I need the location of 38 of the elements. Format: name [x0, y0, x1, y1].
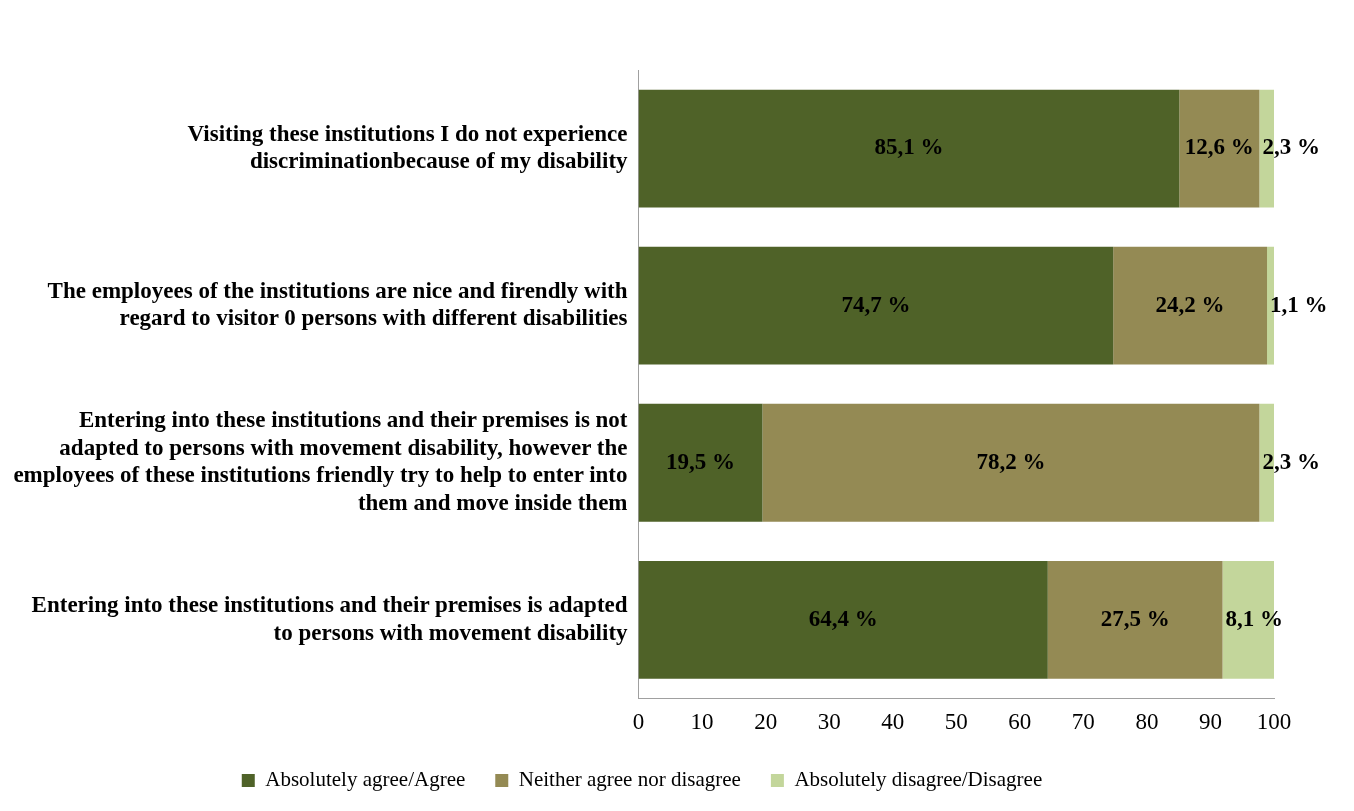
x-tick-label: 0 [632, 709, 645, 735]
data-label: 1,1 % [1270, 291, 1328, 317]
data-label: 2,3 % [1262, 448, 1320, 474]
y-tick-label: Entering into these institutions and their premises is adapted to persons with movement disability [31, 591, 629, 645]
bar [638, 89, 1180, 208]
bar [1047, 560, 1223, 679]
x-tick-label: 10 [690, 709, 714, 735]
x-tick-label: 90 [1198, 709, 1222, 735]
data-label: 78,2 % [976, 448, 1046, 474]
data-label: 2,3 % [1262, 134, 1320, 160]
bar [1113, 246, 1268, 365]
bar [638, 246, 1114, 365]
x-tick-label: 30 [817, 709, 841, 735]
data-label: 85,1 % [874, 134, 944, 160]
y-tick-label: The employees of the institutions are nice and firendly with regard to visitor 0 persons with different disabilities [47, 277, 628, 331]
x-tick-label: 20 [754, 709, 778, 735]
x-tick-label: 50 [944, 709, 968, 735]
bar [638, 403, 763, 522]
x-tick-label: 40 [881, 709, 905, 735]
data-label: 64,4 % [808, 605, 878, 631]
legend-label: Absolutely agree/Agree [265, 767, 466, 792]
data-label: 27,5 % [1100, 605, 1170, 631]
y-tick-label: Visiting these institutions I do not experience discriminationbecause of my disability [187, 120, 629, 174]
x-tick-label: 60 [1008, 709, 1032, 735]
y-tick-label: Entering into these institutions and their premises is not adapted to persons with movement disability, however the employees of these institutions friendly try to help to enter into them and move inside them [13, 407, 628, 516]
bar [1179, 89, 1260, 208]
x-tick-label: 80 [1135, 709, 1159, 735]
data-label: 19,5 % [666, 448, 735, 474]
x-tick-label: 100 [1256, 709, 1292, 735]
bar [762, 403, 1260, 522]
data-label: 8,1 % [1225, 605, 1284, 631]
data-label: 74,7 % [841, 291, 911, 317]
bar [638, 560, 1048, 679]
data-label: 24,2 % [1155, 291, 1225, 317]
data-label: 12,6 % [1184, 134, 1254, 160]
x-tick-label: 70 [1071, 709, 1095, 735]
legend-label: Absolutely disagree/Disagree [794, 767, 1043, 792]
legend-label: Neither agree nor disagree [518, 767, 741, 792]
